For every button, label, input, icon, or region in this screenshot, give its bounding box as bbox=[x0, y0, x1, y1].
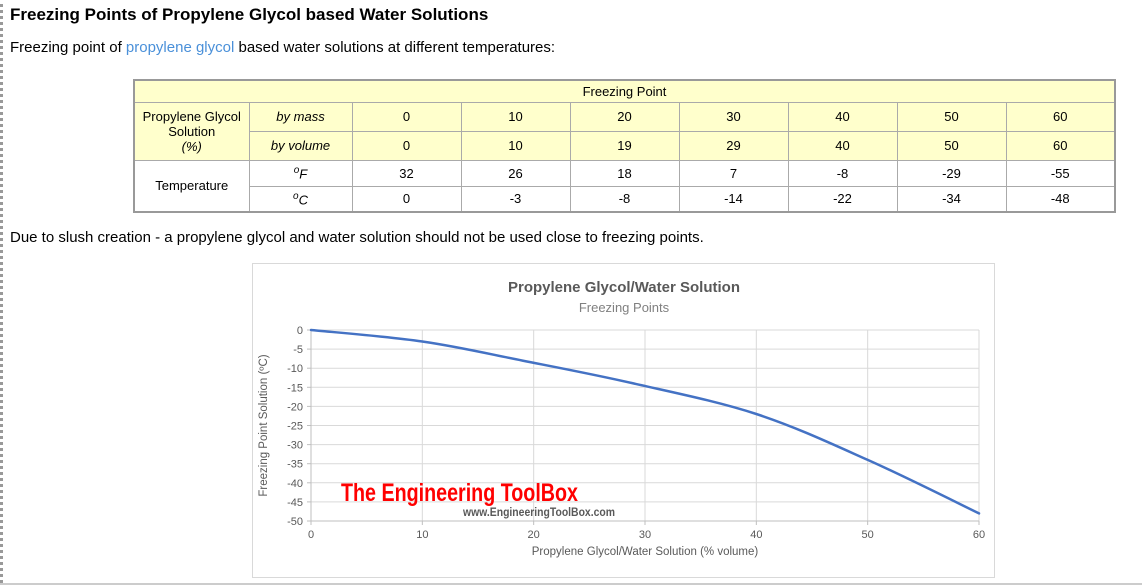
table-cell: 0 bbox=[351, 101, 462, 132]
y-tick-label: -35 bbox=[287, 459, 303, 471]
table-cell: -55 bbox=[1005, 159, 1116, 187]
celsius-base: C bbox=[298, 191, 308, 207]
fahrenheit-label-cell: oF bbox=[248, 159, 353, 187]
freezing-point-curve bbox=[309, 328, 981, 515]
solution-group-label-cell: Propylene Glycol Solution (%) bbox=[133, 101, 250, 161]
x-tick-label: 10 bbox=[416, 529, 428, 541]
y-tick-label: -40 bbox=[287, 478, 303, 490]
x-tick-label: 0 bbox=[308, 529, 314, 541]
x-tick-label: 60 bbox=[973, 529, 985, 541]
x-tick-label: 20 bbox=[528, 529, 540, 541]
table-row-celsius: oC 0 -3 -8 -14 -22 -34 -48 bbox=[134, 185, 1116, 213]
table-cell: -34 bbox=[896, 185, 1007, 213]
table-row-by-volume: by volume 0 10 19 29 40 50 60 bbox=[134, 130, 1116, 161]
y-tick-label: -50 bbox=[287, 516, 303, 528]
fahrenheit-base: F bbox=[299, 166, 308, 182]
x-tick-label: 50 bbox=[862, 529, 874, 541]
celsius-label-cell: oC bbox=[248, 185, 353, 213]
y-axis-title: Freezing Point Solution (ºC) bbox=[258, 354, 270, 496]
y-tick-label: -20 bbox=[287, 401, 303, 413]
table-cell: -14 bbox=[678, 185, 789, 213]
table-cell: 7 bbox=[678, 159, 789, 187]
table-cell: 30 bbox=[678, 101, 789, 132]
x-axis-title: Propylene Glycol/Water Solution (% volum… bbox=[532, 546, 759, 558]
y-tick-label: -15 bbox=[287, 382, 303, 394]
intro-paragraph: Freezing point of propylene glycol based… bbox=[10, 38, 1142, 57]
by-volume-label-cell: by volume bbox=[248, 130, 353, 161]
slush-note: Due to slush creation - a propylene glyc… bbox=[10, 229, 704, 246]
freezing-points-chart-svg: 0 -5 -10 -15 -20 -25 -30 -35 -40 -45 -50 0 10 20 30 40 5… bbox=[258, 279, 985, 558]
celsius-sup: o bbox=[293, 190, 299, 202]
by-mass-label-cell: by mass bbox=[248, 101, 353, 132]
table-cell: -8 bbox=[787, 159, 898, 187]
x-tick-label: 30 bbox=[639, 529, 651, 541]
table-cell: -22 bbox=[787, 185, 898, 213]
table-cell: 10 bbox=[460, 130, 571, 161]
intro-text-after: based water solutions at different tempe… bbox=[234, 39, 556, 56]
freezing-point-header-cell: Freezing Point bbox=[133, 79, 1116, 103]
table-cell: -8 bbox=[569, 185, 680, 213]
table-cell: 19 bbox=[569, 130, 680, 161]
watermark-url-text: www.EngineeringToolBox.com bbox=[462, 507, 615, 519]
table-cell: 40 bbox=[787, 101, 898, 132]
table-cell: -29 bbox=[896, 159, 1007, 187]
table-cell: 0 bbox=[351, 185, 462, 213]
page-left-dotted-border bbox=[0, 4, 3, 585]
fahrenheit-sup: o bbox=[293, 164, 300, 176]
table-cell: 26 bbox=[460, 159, 571, 187]
y-tick-label: -30 bbox=[287, 440, 303, 452]
page-title: Freezing Points of Propylene Glycol base… bbox=[10, 5, 489, 24]
x-tick-label: 40 bbox=[750, 529, 762, 541]
y-tick-label: -45 bbox=[287, 497, 303, 509]
table-cell: -48 bbox=[1005, 185, 1116, 213]
table-row-by-mass: Propylene Glycol Solution (%) by mass 0 1… bbox=[133, 101, 1116, 161]
y-tick-label: 0 bbox=[297, 325, 303, 337]
table-cell: 0 bbox=[351, 130, 462, 161]
table-cell: 18 bbox=[569, 159, 680, 187]
table-cell: 20 bbox=[569, 101, 680, 132]
table-row-freezing-point-header: Freezing Point bbox=[133, 79, 1116, 103]
table-cell: 10 bbox=[460, 101, 571, 132]
table-cell: 40 bbox=[787, 130, 898, 161]
table-cell: 32 bbox=[351, 159, 462, 187]
table-cell: 60 bbox=[1005, 130, 1116, 161]
table-cell: 50 bbox=[896, 101, 1007, 132]
solution-label-text: Propylene Glycol Solution bbox=[142, 108, 241, 139]
y-tick-label: -10 bbox=[287, 363, 303, 375]
watermark-brand-text: The Engineering ToolBox bbox=[341, 479, 578, 507]
solution-unit-text: (%) bbox=[181, 138, 202, 154]
freezing-points-chart: 0 -5 -10 -15 -20 -25 -30 -35 -40 -45 -50 0 10 20 30 40 5… bbox=[252, 263, 995, 578]
freezing-point-table: Freezing Point Propylene Glycol Solution… bbox=[133, 79, 1116, 213]
table-cell: 50 bbox=[896, 130, 1007, 161]
temperature-group-label-cell: Temperature bbox=[133, 159, 250, 213]
y-tick-label: -25 bbox=[287, 421, 303, 433]
chart-title: Propylene Glycol/Water Solution bbox=[508, 279, 740, 296]
table-cell: 29 bbox=[678, 130, 789, 161]
chart-subtitle: Freezing Points bbox=[579, 300, 670, 315]
table-cell: -3 bbox=[460, 185, 571, 213]
table-cell: 60 bbox=[1005, 101, 1116, 132]
intro-text-before: Freezing point of bbox=[10, 39, 126, 56]
table-row-fahrenheit: Temperature oF 32 26 18 7 -8 -29 -55 bbox=[133, 159, 1116, 213]
y-tick-label: -5 bbox=[293, 344, 303, 356]
propylene-glycol-link[interactable]: propylene glycol bbox=[125, 39, 235, 56]
